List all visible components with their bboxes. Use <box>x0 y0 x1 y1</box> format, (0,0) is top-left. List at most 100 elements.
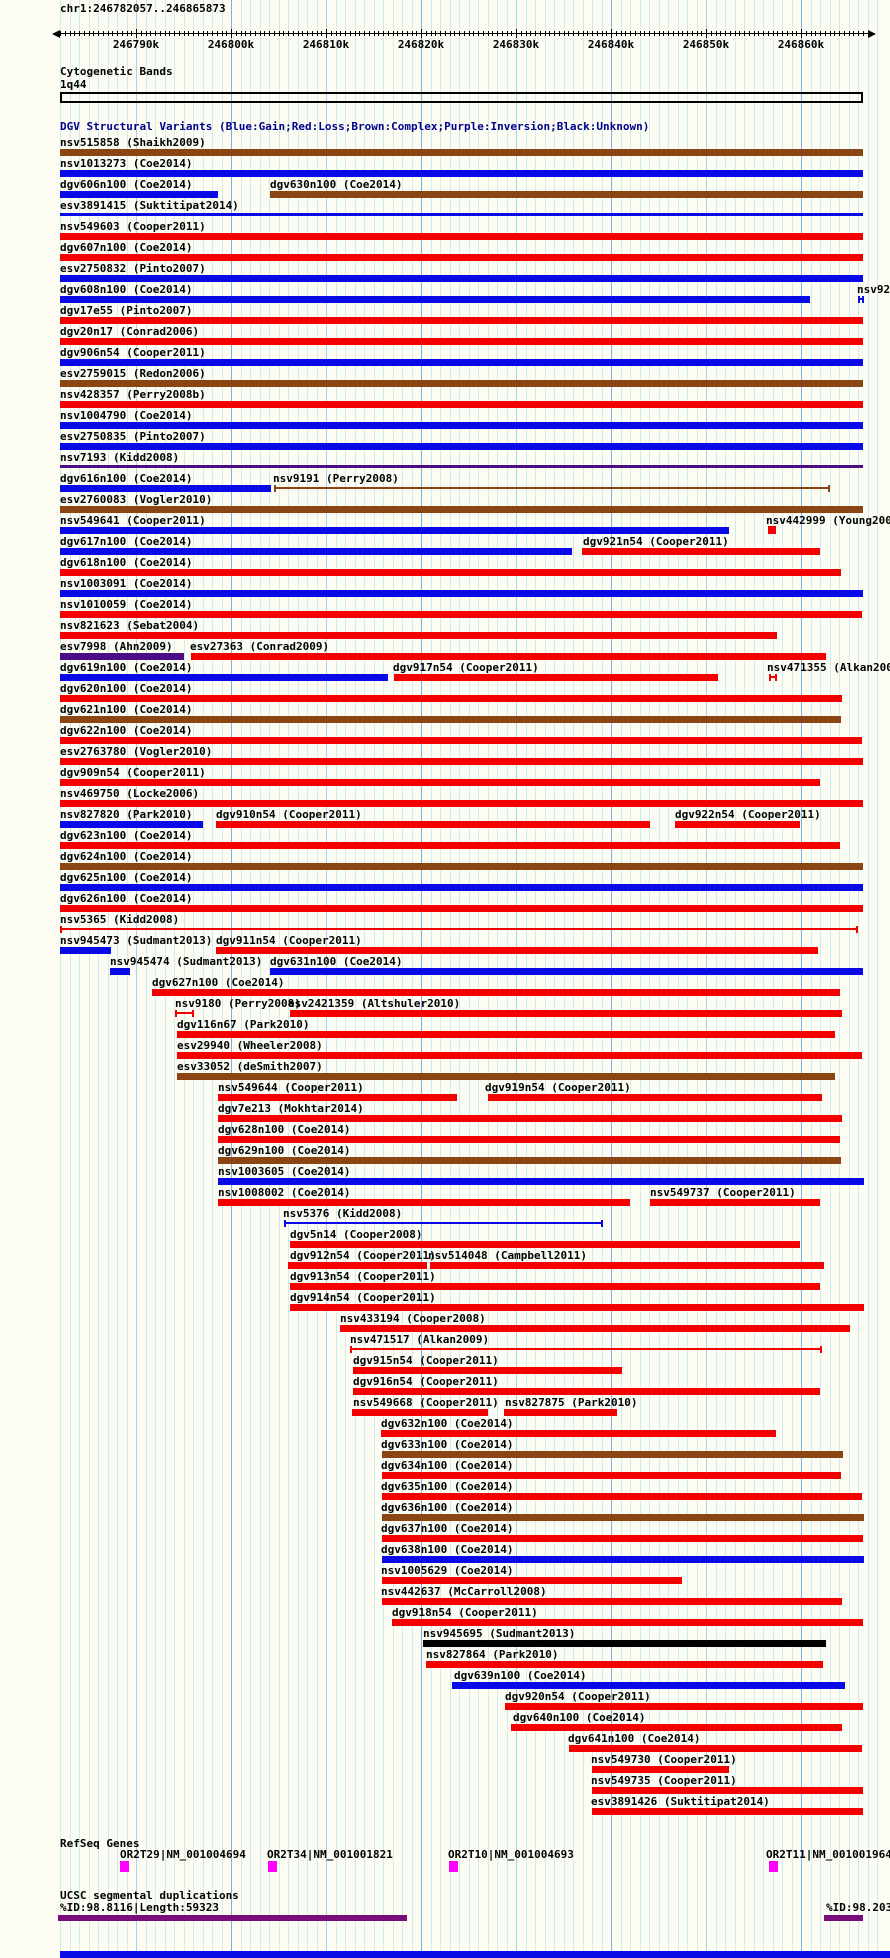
variant-label[interactable]: nsv549730 (Cooper2011) <box>591 1753 737 1766</box>
variant-label[interactable]: nsv549641 (Cooper2011) <box>60 514 206 527</box>
variant-label[interactable]: dgv626n100 (Coe2014) <box>60 892 193 905</box>
variant-bar[interactable] <box>177 1052 862 1059</box>
variant-bar[interactable] <box>60 338 863 345</box>
variant-range-bar[interactable] <box>350 1346 822 1353</box>
variant-bar[interactable] <box>650 1199 820 1206</box>
variant-bar[interactable] <box>60 296 810 303</box>
variant-bar[interactable] <box>290 1283 820 1290</box>
variant-bar[interactable] <box>592 1808 863 1815</box>
variant-label[interactable]: dgv638n100 (Coe2014) <box>381 1543 514 1556</box>
variant-label[interactable]: dgv627n100 (Coe2014) <box>152 976 285 989</box>
variant-label[interactable]: esv33052 (deSmith2007) <box>177 1060 323 1073</box>
variant-label[interactable]: nsv945473 (Sudmant2013) <box>60 934 213 947</box>
variant-bar[interactable] <box>60 590 863 597</box>
variant-bar[interactable] <box>60 674 388 681</box>
variant-bar[interactable] <box>290 1241 800 1248</box>
variant-label[interactable]: nsv514048 (Campbell2011) <box>428 1249 587 1262</box>
variant-bar[interactable] <box>353 1388 820 1395</box>
variant-label[interactable]: dgv915n54 (Cooper2011) <box>353 1354 499 1367</box>
variant-label[interactable]: nsv1005629 (Coe2014) <box>381 1564 514 1577</box>
variant-bar[interactable] <box>60 359 863 366</box>
variant-label[interactable]: dgv634n100 (Coe2014) <box>381 1459 514 1472</box>
variant-label[interactable]: nsv1003605 (Coe2014) <box>218 1165 351 1178</box>
variant-bar[interactable] <box>60 653 184 660</box>
variant-label[interactable]: dgv922n54 (Cooper2011) <box>675 808 821 821</box>
variant-label[interactable]: dgv606n100 (Coe2014) <box>60 178 193 191</box>
variant-label[interactable]: dgv623n100 (Coe2014) <box>60 829 193 842</box>
variant-range-bar[interactable] <box>769 674 777 681</box>
variant-label[interactable]: dgv608n100 (Coe2014) <box>60 283 193 296</box>
variant-bar[interactable] <box>218 1136 840 1143</box>
variant-label[interactable]: dgv616n100 (Coe2014) <box>60 472 193 485</box>
gene-exon-box[interactable] <box>449 1861 458 1872</box>
variant-bar[interactable] <box>592 1787 863 1794</box>
variant-bar[interactable] <box>60 506 863 513</box>
variant-label[interactable]: dgv618n100 (Coe2014) <box>60 556 193 569</box>
variant-bar[interactable] <box>60 254 863 261</box>
variant-label[interactable]: dgv920n54 (Cooper2011) <box>505 1690 651 1703</box>
variant-label[interactable]: dgv917n54 (Cooper2011) <box>393 661 539 674</box>
variant-bar[interactable] <box>382 1556 864 1563</box>
variant-label[interactable]: nsv9180 (Perry2008) <box>175 997 301 1010</box>
variant-bar[interactable] <box>423 1640 826 1647</box>
variant-label[interactable]: nsv1004790 (Coe2014) <box>60 409 193 422</box>
variant-label[interactable]: nsv549603 (Cooper2011) <box>60 220 206 233</box>
variant-label[interactable]: dgv636n100 (Coe2014) <box>381 1501 514 1514</box>
variant-bar[interactable] <box>218 1094 457 1101</box>
variant-bar[interactable] <box>382 1514 864 1521</box>
variant-bar[interactable] <box>270 968 863 975</box>
variant-label[interactable]: nsv471355 (Alkan2009) <box>767 661 890 674</box>
variant-label[interactable]: dgv621n100 (Coe2014) <box>60 703 193 716</box>
variant-label[interactable]: nsv9191 (Perry2008) <box>273 472 399 485</box>
variant-label[interactable]: nsv471517 (Alkan2009) <box>350 1333 490 1346</box>
variant-bar[interactable] <box>218 1178 864 1185</box>
variant-bar[interactable] <box>218 1199 630 1206</box>
variant-bar[interactable] <box>382 1493 862 1500</box>
variant-bar[interactable] <box>60 863 863 870</box>
variant-bar[interactable] <box>60 842 840 849</box>
variant-bar[interactable] <box>381 1430 776 1437</box>
variant-bar[interactable] <box>392 1619 863 1626</box>
variant-label[interactable]: nsv827875 (Park2010) <box>505 1396 638 1409</box>
variant-label[interactable]: nsv442637 (McCarroll2008) <box>381 1585 547 1598</box>
variant-label[interactable]: dgv916n54 (Cooper2011) <box>353 1375 499 1388</box>
variant-bar[interactable] <box>60 401 863 408</box>
variant-bar[interactable] <box>60 548 572 555</box>
variant-label[interactable]: esv3891415 (Suktitipat2014) <box>60 199 239 212</box>
variant-range-bar[interactable] <box>284 1220 603 1227</box>
variant-label[interactable]: dgv632n100 (Coe2014) <box>381 1417 514 1430</box>
variant-bar[interactable] <box>60 569 841 576</box>
variant-bar[interactable] <box>60 170 863 177</box>
variant-label[interactable]: nsv827820 (Park2010) <box>60 808 193 821</box>
variant-label[interactable]: esv2759015 (Redon2006) <box>60 367 206 380</box>
variant-label[interactable]: dgv628n100 (Coe2014) <box>218 1123 351 1136</box>
gene-label[interactable]: OR2T10|NM_001004693 <box>448 1848 574 1861</box>
segdup-bar[interactable] <box>824 1915 863 1921</box>
cytoband-name[interactable]: 1q44 <box>60 78 87 91</box>
variant-range-bar[interactable] <box>858 296 864 303</box>
variant-bar[interactable] <box>340 1325 850 1332</box>
variant-label[interactable]: nsv549668 (Cooper2011) <box>353 1396 499 1409</box>
variant-bar[interactable] <box>60 149 863 156</box>
variant-bar[interactable] <box>218 1157 841 1164</box>
variant-bar[interactable] <box>511 1724 842 1731</box>
gene-exon-box[interactable] <box>769 1861 778 1872</box>
variant-bar[interactable] <box>382 1451 843 1458</box>
variant-label[interactable]: dgv20n17 (Conrad2006) <box>60 325 200 338</box>
variant-bar[interactable] <box>382 1598 842 1605</box>
gene-exon-box[interactable] <box>120 1861 129 1872</box>
variant-label[interactable]: dgv635n100 (Coe2014) <box>381 1480 514 1493</box>
gene-label[interactable]: OR2T11|NM_001001964 <box>766 1848 890 1861</box>
variant-bar[interactable] <box>60 191 218 198</box>
gene-exon-box[interactable] <box>268 1861 277 1872</box>
variant-label[interactable]: esv3891426 (Suktitipat2014) <box>591 1795 770 1808</box>
variant-bar[interactable] <box>60 905 863 912</box>
variant-bar[interactable] <box>177 1031 835 1038</box>
variant-label[interactable]: nsv1003091 (Coe2014) <box>60 577 193 590</box>
variant-bar[interactable] <box>430 1262 824 1269</box>
variant-label[interactable]: dgv637n100 (Coe2014) <box>381 1522 514 1535</box>
variant-label[interactable]: nsv920 <box>857 283 890 296</box>
variant-label[interactable]: nsv1010059 (Coe2014) <box>60 598 193 611</box>
variant-label[interactable]: nsv945474 (Sudmant2013) <box>110 955 263 968</box>
variant-bar[interactable] <box>60 716 841 723</box>
